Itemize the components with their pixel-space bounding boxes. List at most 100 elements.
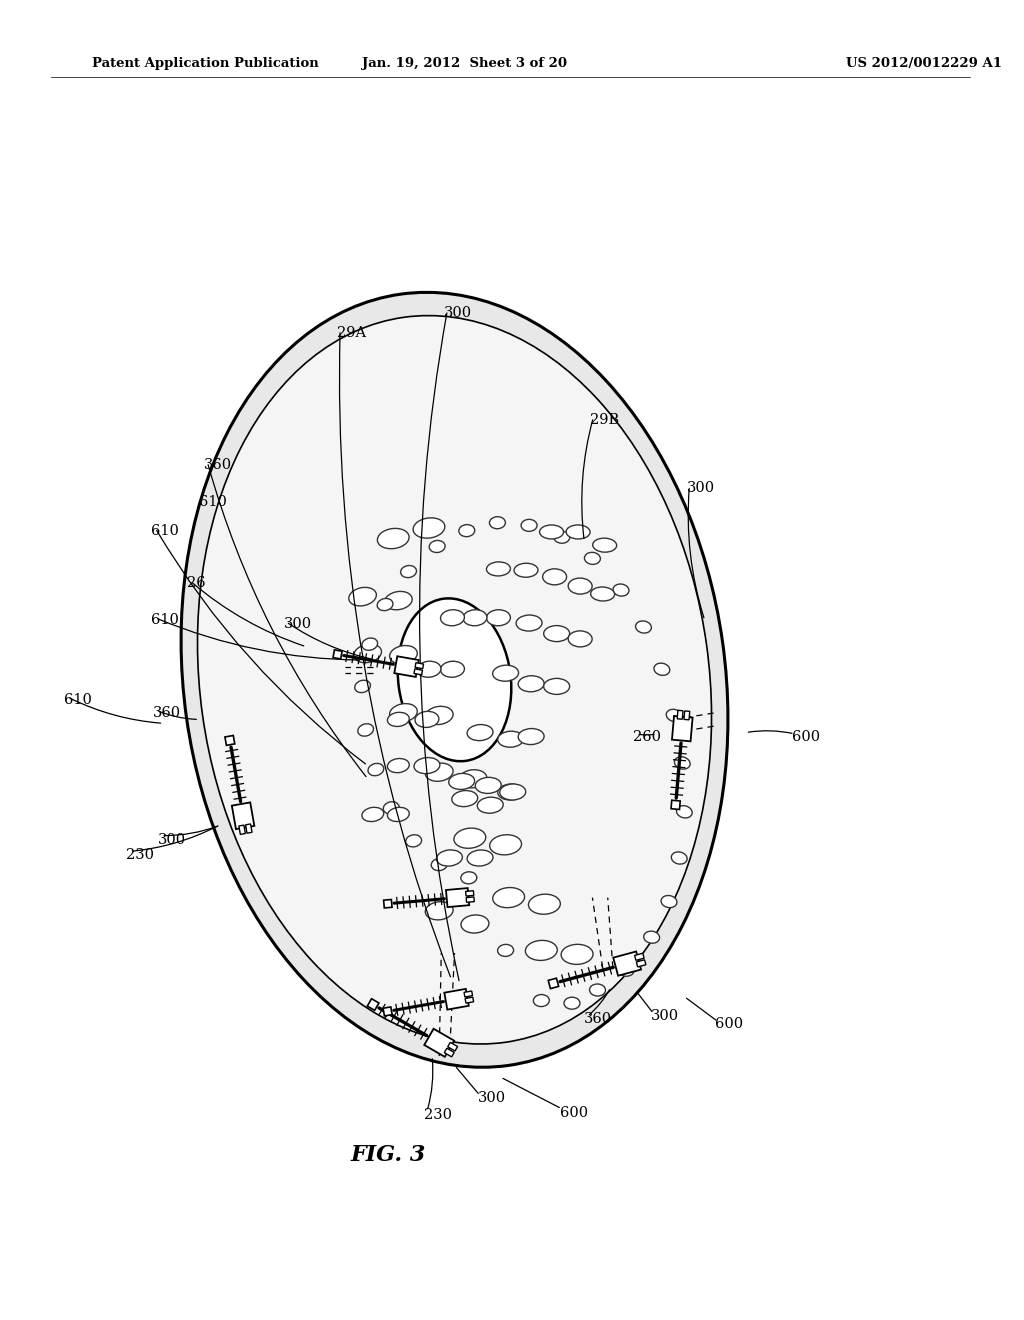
Bar [444, 989, 469, 1010]
Ellipse shape [613, 583, 629, 597]
Text: 300: 300 [650, 1010, 679, 1023]
Ellipse shape [618, 964, 634, 977]
Ellipse shape [518, 729, 544, 744]
Bar [444, 1048, 455, 1057]
Bar [415, 663, 424, 669]
Ellipse shape [477, 797, 503, 813]
Text: 300: 300 [284, 618, 312, 631]
Ellipse shape [349, 587, 377, 606]
Bar [225, 735, 234, 746]
Ellipse shape [636, 620, 651, 634]
Text: 300: 300 [444, 306, 472, 319]
Ellipse shape [654, 663, 670, 676]
Ellipse shape [525, 940, 557, 961]
Text: US 2012/0012229 A1: US 2012/0012229 A1 [847, 57, 1002, 70]
Text: 610: 610 [200, 495, 227, 508]
Ellipse shape [667, 709, 682, 722]
Bar [548, 978, 559, 989]
Ellipse shape [561, 944, 593, 965]
Ellipse shape [400, 565, 417, 578]
Bar [635, 953, 644, 961]
Text: 360: 360 [585, 1012, 612, 1026]
Ellipse shape [489, 516, 506, 529]
Ellipse shape [461, 915, 488, 933]
Ellipse shape [387, 759, 410, 772]
Ellipse shape [498, 731, 523, 747]
Ellipse shape [459, 524, 475, 537]
Ellipse shape [644, 931, 659, 944]
Text: 26: 26 [187, 577, 206, 590]
Ellipse shape [514, 564, 538, 577]
Bar [677, 710, 683, 719]
Ellipse shape [493, 887, 524, 908]
Ellipse shape [387, 713, 410, 726]
Ellipse shape [498, 944, 514, 957]
Text: 610: 610 [65, 693, 92, 706]
Text: 29B: 29B [591, 413, 620, 426]
Bar [394, 656, 419, 677]
Bar [464, 991, 472, 997]
Ellipse shape [461, 871, 477, 884]
Ellipse shape [357, 723, 374, 737]
Text: 230: 230 [424, 1109, 452, 1122]
Text: 360: 360 [154, 706, 181, 719]
Ellipse shape [554, 531, 569, 544]
Ellipse shape [389, 645, 418, 664]
Ellipse shape [377, 598, 393, 611]
Ellipse shape [425, 706, 453, 725]
Bar [465, 997, 473, 1003]
Ellipse shape [521, 519, 537, 532]
Ellipse shape [431, 858, 447, 871]
Ellipse shape [568, 631, 592, 647]
Ellipse shape [591, 587, 614, 601]
Ellipse shape [417, 661, 441, 677]
Ellipse shape [440, 610, 465, 626]
Text: Patent Application Publication: Patent Application Publication [92, 57, 318, 70]
Bar [414, 669, 423, 675]
Ellipse shape [389, 704, 418, 722]
Ellipse shape [425, 763, 453, 781]
Ellipse shape [544, 678, 569, 694]
Ellipse shape [493, 665, 518, 681]
Ellipse shape [406, 834, 422, 847]
Text: 230: 230 [126, 849, 154, 862]
Ellipse shape [454, 828, 485, 849]
Bar [231, 803, 254, 829]
Ellipse shape [500, 784, 525, 800]
Bar [384, 899, 392, 908]
Bar [447, 1043, 458, 1051]
Ellipse shape [543, 569, 566, 585]
Ellipse shape [593, 539, 616, 552]
Text: Jan. 19, 2012  Sheet 3 of 20: Jan. 19, 2012 Sheet 3 of 20 [362, 57, 567, 70]
Bar [446, 888, 469, 907]
Ellipse shape [368, 763, 384, 776]
Bar [672, 715, 692, 742]
Ellipse shape [566, 525, 590, 539]
Text: 29A: 29A [337, 326, 367, 339]
Ellipse shape [677, 805, 692, 818]
Ellipse shape [585, 552, 600, 565]
Ellipse shape [467, 850, 493, 866]
Ellipse shape [590, 983, 605, 997]
Text: 610: 610 [152, 614, 179, 627]
Ellipse shape [675, 756, 690, 770]
Ellipse shape [383, 801, 399, 814]
Ellipse shape [387, 808, 410, 821]
Ellipse shape [486, 562, 510, 576]
Text: 260: 260 [633, 730, 662, 743]
Bar [684, 711, 690, 719]
Ellipse shape [413, 517, 444, 539]
Ellipse shape [516, 615, 542, 631]
Text: 600: 600 [560, 1106, 588, 1119]
Bar [424, 1028, 454, 1057]
Ellipse shape [397, 598, 511, 762]
Ellipse shape [463, 610, 486, 626]
Ellipse shape [415, 711, 439, 727]
Ellipse shape [429, 540, 445, 553]
Text: 300: 300 [159, 833, 186, 846]
Ellipse shape [528, 894, 560, 915]
Ellipse shape [378, 528, 410, 549]
Ellipse shape [534, 994, 549, 1007]
Bar [613, 952, 641, 975]
Bar [466, 898, 474, 903]
